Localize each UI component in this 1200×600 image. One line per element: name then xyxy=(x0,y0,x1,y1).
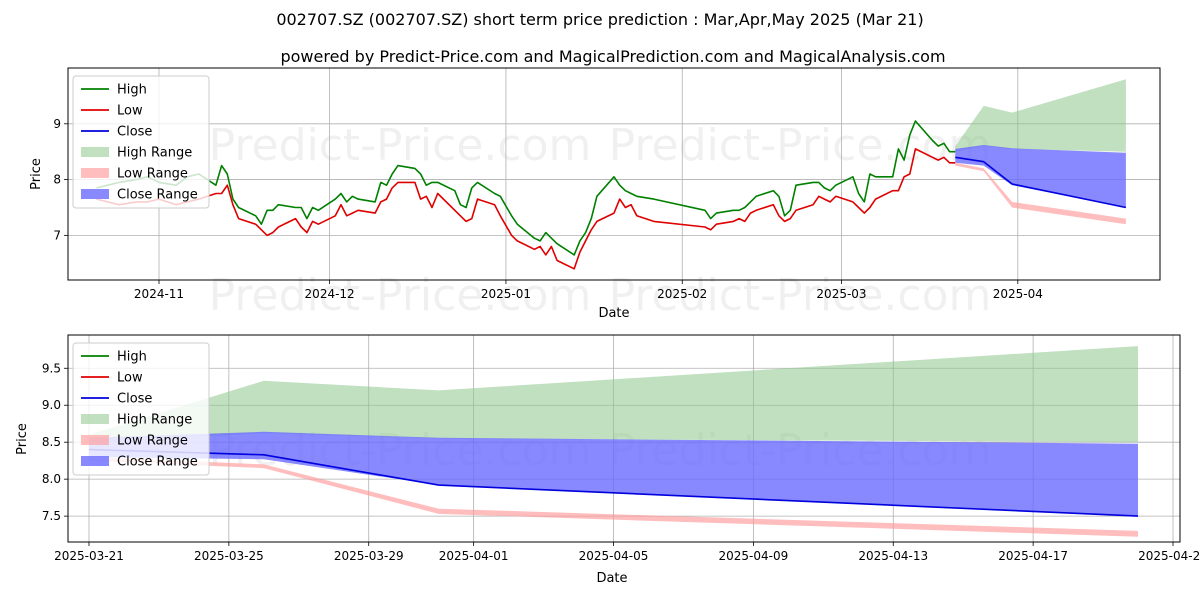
legend-patch-swatch xyxy=(81,456,109,466)
legend-label: High xyxy=(117,350,147,365)
y-axis-label: Price xyxy=(29,158,44,190)
y-tick-label: 9 xyxy=(53,117,61,131)
legend-label: Close xyxy=(117,125,152,140)
y-axis-label: Price xyxy=(15,423,30,455)
y-tick-label: 8.5 xyxy=(42,435,61,449)
high-series-line xyxy=(96,120,956,256)
high-range-band xyxy=(89,346,1138,443)
chart-title: 002707.SZ (002707.SZ) short term price p… xyxy=(276,10,923,29)
legend: High Low Close High Range Low Range Close Ran… xyxy=(72,75,210,209)
legend-label: High Range xyxy=(117,146,192,161)
legend-label: Close Range xyxy=(117,188,198,203)
y-tick-label: 7.5 xyxy=(42,509,61,523)
x-tick-label: 2025-03-25 xyxy=(194,549,264,563)
x-tick-label: 2025-02 xyxy=(657,287,707,301)
close-range-band xyxy=(955,145,1126,208)
chart-subtitle: powered by Predict-Price.com and Magical… xyxy=(280,47,945,66)
x-tick-label: 2025-03 xyxy=(816,287,866,301)
low-range-band xyxy=(955,162,1126,225)
x-tick-label: 2025-04-01 xyxy=(439,549,509,563)
forecast-chart-panel: Predict-Price.com Predict-Price.com 2025… xyxy=(15,334,1200,586)
y-tick-label: 9.5 xyxy=(42,361,61,375)
legend-label: Low Range xyxy=(117,434,188,449)
low-series-line xyxy=(96,148,956,270)
legend-label: Close Range xyxy=(117,455,198,470)
x-tick-label: 2025-04-21 xyxy=(1138,549,1200,563)
y-tick-label: 8 xyxy=(53,173,61,187)
x-tick-label: 2025-03-29 xyxy=(334,549,404,563)
legend-label: Low xyxy=(117,104,143,119)
x-tick-label: 2025-04-09 xyxy=(719,549,789,563)
legend-patch-swatch xyxy=(81,189,109,199)
y-tick-label: 7 xyxy=(53,228,61,242)
legend-patch-swatch xyxy=(81,147,109,157)
y-tick-label: 9.0 xyxy=(42,398,61,412)
watermark: Predict-Price.com xyxy=(609,120,992,171)
legend-label: Close xyxy=(117,392,152,407)
legend-patch-swatch xyxy=(81,414,109,424)
history-chart-panel: Predict-Price.com Predict-Price.com Pred… xyxy=(29,67,1161,321)
x-axis-label: Date xyxy=(596,571,627,586)
watermark: Predict-Price.com xyxy=(609,270,992,321)
x-tick-label: 2025-03-21 xyxy=(54,549,124,563)
legend-label: Low Range xyxy=(117,167,188,182)
x-tick-label: 2024-12 xyxy=(305,287,355,301)
legend: High Low Close High Range Low Range Close Ran… xyxy=(72,342,210,476)
watermark: Predict-Price.com xyxy=(209,270,592,321)
legend-label: High Range xyxy=(117,413,192,428)
x-tick-label: 2025-04-05 xyxy=(579,549,649,563)
legend-patch-swatch xyxy=(81,435,109,445)
x-tick-label: 2024-11 xyxy=(134,287,184,301)
x-tick-label: 2025-01 xyxy=(481,287,531,301)
plot-frame xyxy=(67,67,1161,281)
x-tick-label: 2025-04-13 xyxy=(858,549,928,563)
x-tick-label: 2025-04-17 xyxy=(998,549,1068,563)
x-axis-label: Date xyxy=(598,306,629,321)
watermark: Predict-Price.com xyxy=(209,120,592,171)
x-tick-label: 2025-04 xyxy=(993,287,1043,301)
plot-frame xyxy=(67,334,1181,543)
y-tick-label: 8.0 xyxy=(42,472,61,486)
close-forecast-line xyxy=(955,156,1127,209)
legend-label: High xyxy=(117,83,147,98)
legend-label: Low xyxy=(117,371,143,386)
high-range-band xyxy=(955,79,1126,152)
close-range-band xyxy=(89,431,1138,517)
legend-patch-swatch xyxy=(81,168,109,178)
